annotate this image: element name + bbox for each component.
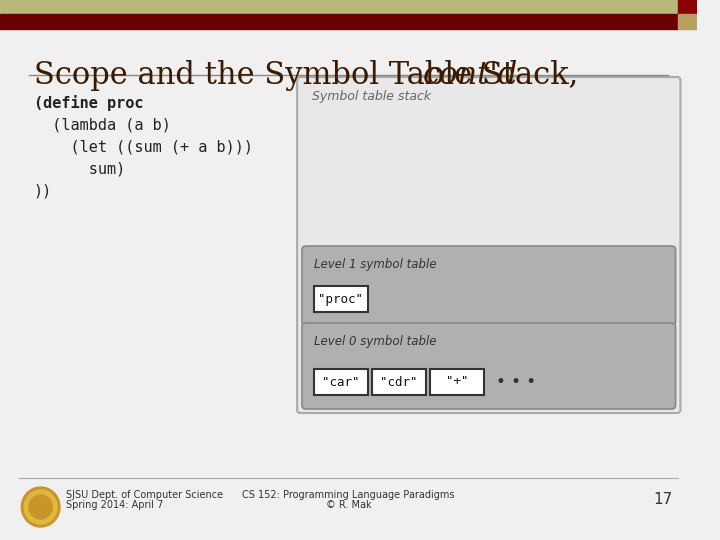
Text: Level 0 symbol table: Level 0 symbol table (314, 335, 436, 348)
Text: (lambda (a b): (lambda (a b) (34, 117, 171, 132)
Text: CS 152: Programming Language Paradigms: CS 152: Programming Language Paradigms (242, 490, 455, 500)
Bar (0, 14, 678, 29)
Bar (0, 0, 678, 14)
FancyBboxPatch shape (314, 369, 368, 395)
Text: (define proc: (define proc (34, 95, 143, 111)
Text: Scope and the Symbol Table Stack,: Scope and the Symbol Table Stack, (34, 60, 588, 91)
Text: Level 1 symbol table: Level 1 symbol table (314, 258, 436, 271)
FancyBboxPatch shape (297, 77, 680, 413)
Text: "cdr": "cdr" (380, 375, 418, 388)
Text: cont'd: cont'd (423, 60, 518, 91)
FancyBboxPatch shape (302, 323, 675, 409)
Text: 17: 17 (654, 492, 672, 507)
Text: )): )) (34, 183, 52, 198)
Text: "+": "+" (446, 375, 468, 388)
Text: Spring 2014: April 7: Spring 2014: April 7 (66, 500, 163, 510)
Text: Symbol table stack: Symbol table stack (312, 90, 431, 103)
Text: • • •: • • • (495, 373, 536, 391)
FancyBboxPatch shape (302, 246, 675, 326)
Text: © R. Mak: © R. Mak (325, 500, 372, 510)
Text: "proc": "proc" (318, 293, 363, 306)
Circle shape (22, 487, 60, 527)
Text: SJSU Dept. of Computer Science: SJSU Dept. of Computer Science (66, 490, 223, 500)
FancyBboxPatch shape (430, 369, 484, 395)
Bar (678, 0, 697, 14)
FancyBboxPatch shape (372, 369, 426, 395)
Text: sum): sum) (34, 161, 125, 176)
Circle shape (29, 495, 53, 519)
Bar (678, 14, 697, 29)
FancyBboxPatch shape (314, 286, 368, 312)
Circle shape (24, 490, 57, 524)
Text: (let ((sum (+ a b))): (let ((sum (+ a b))) (34, 139, 253, 154)
Text: "car": "car" (322, 375, 359, 388)
